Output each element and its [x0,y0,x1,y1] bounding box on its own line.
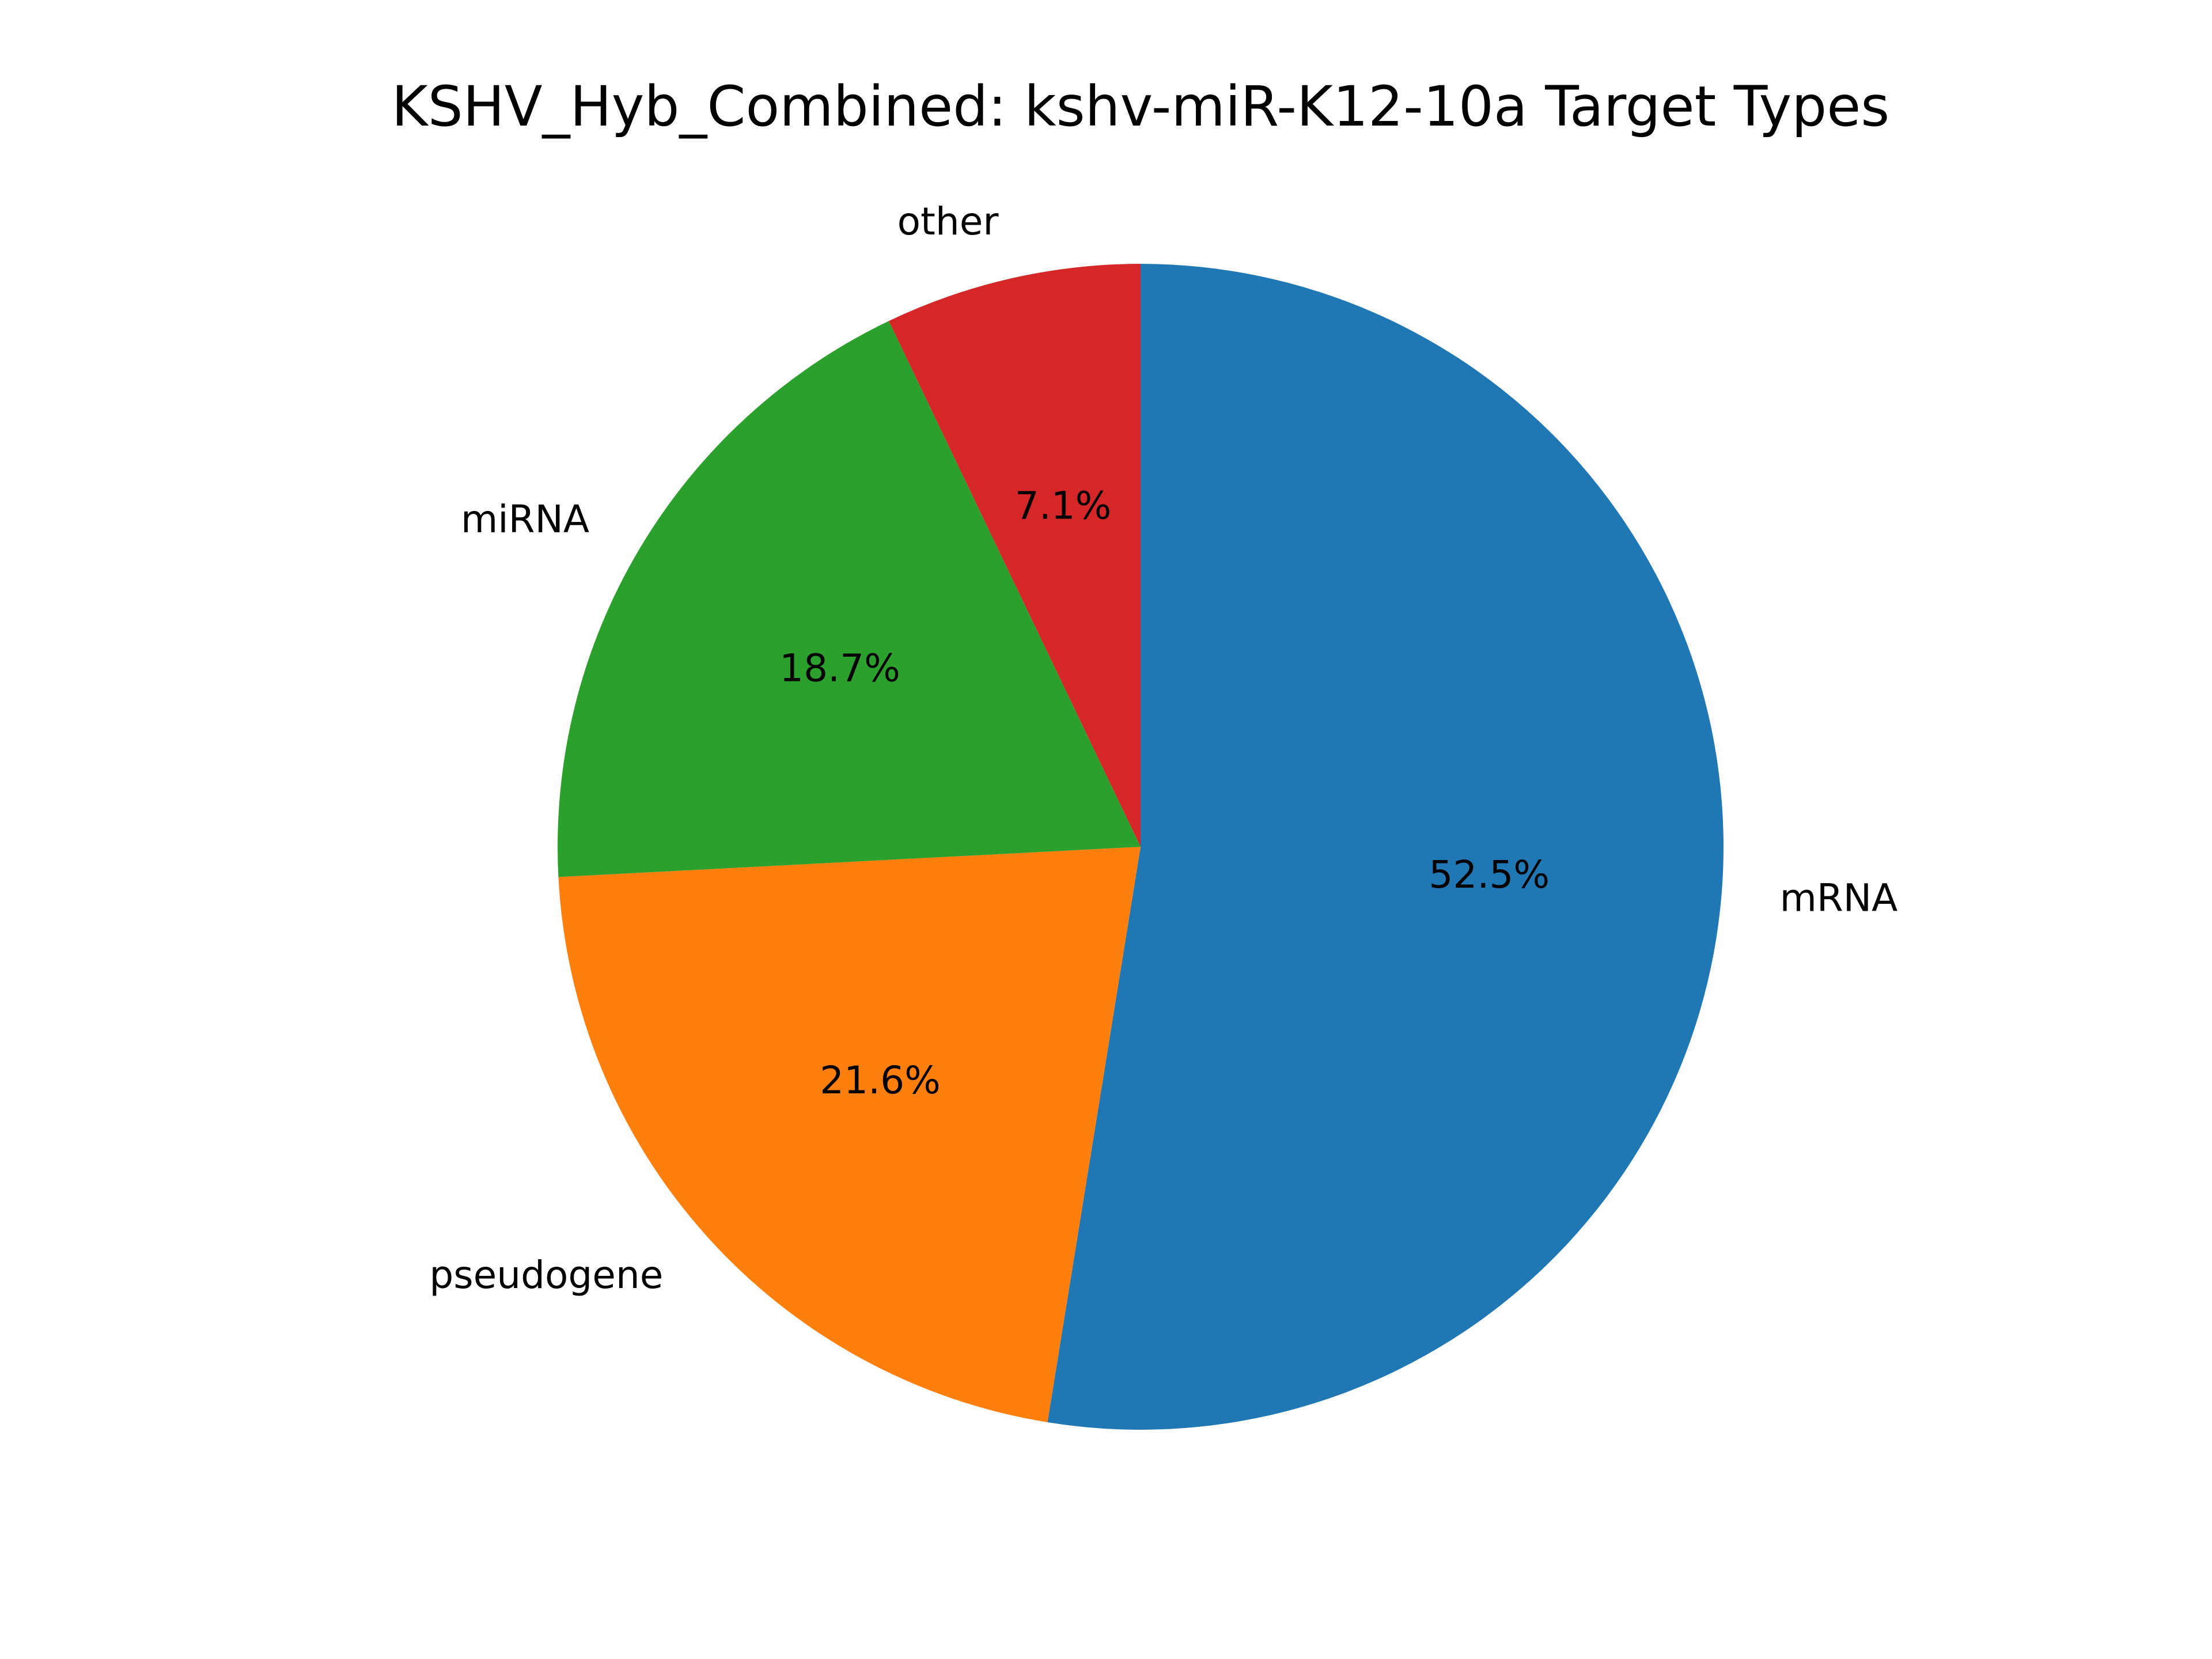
slice-percent-mirna: 18.7% [779,646,900,690]
pie-slices [558,264,1724,1430]
slice-percent-other: 7.1% [1015,483,1112,528]
slice-label-mirna: miRNA [461,497,589,541]
slice-percent-mrna: 52.5% [1429,853,1550,897]
slice-label-mrna: mRNA [1780,876,1898,921]
pie-slice-pseudogene [558,847,1141,1423]
slice-label-other: other [897,199,999,244]
pie-labels: mRNA 52.5% pseudogene 21.6% miRNA 18.7% other 7… [429,199,1897,1297]
slice-label-pseudogene: pseudogene [429,1253,663,1297]
slice-percent-pseudogene: 21.6% [820,1058,941,1103]
pie-slice-other [888,264,1141,847]
pie-slice-mirna [558,321,1141,877]
chart-title: KSHV_Hyb_Combined: kshv-miR-K12-10a Targ… [392,74,1890,139]
pie-slice-mrna [1047,264,1724,1430]
